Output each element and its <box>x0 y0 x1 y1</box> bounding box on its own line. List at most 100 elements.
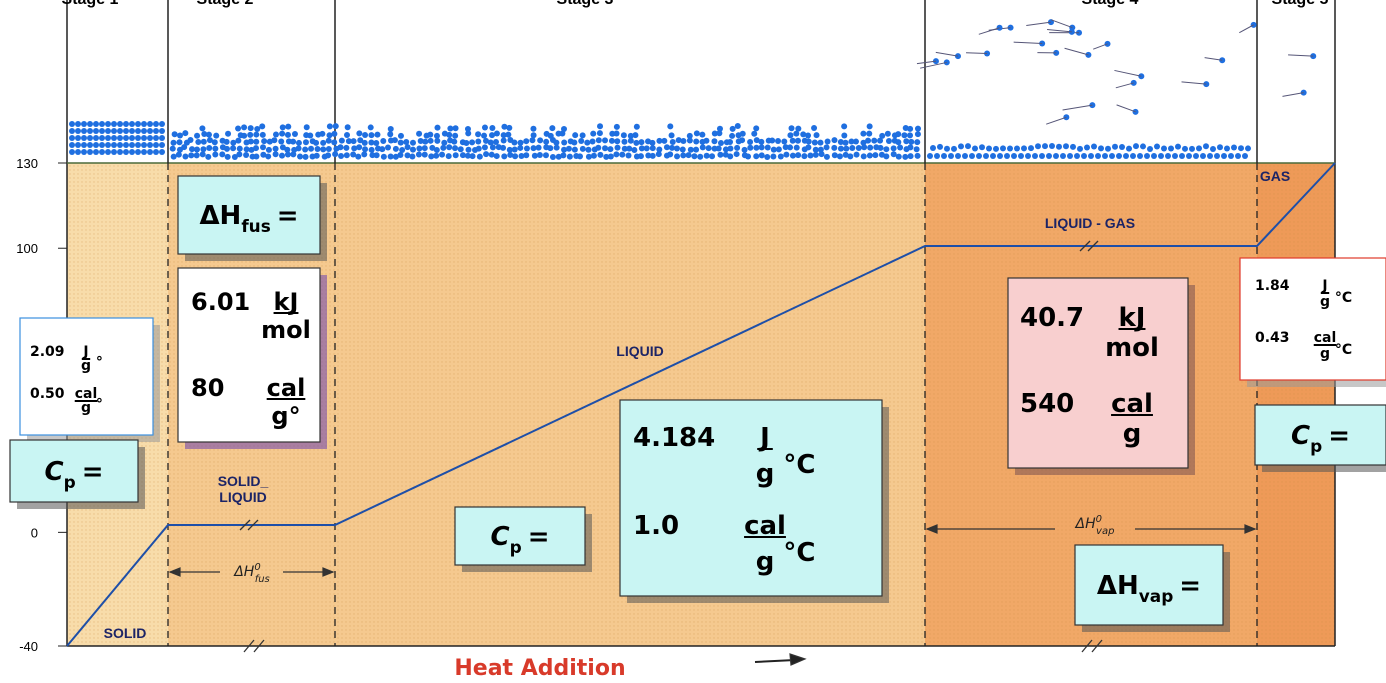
particle-trail <box>1093 44 1107 49</box>
particle <box>532 153 538 159</box>
particle-trail <box>1063 105 1093 110</box>
particle <box>81 128 87 134</box>
particle <box>986 145 992 151</box>
unit: °C <box>783 538 815 568</box>
particle <box>1231 145 1237 151</box>
particle <box>380 138 386 144</box>
particle <box>1228 153 1234 159</box>
particle <box>99 135 105 141</box>
particle <box>969 153 975 159</box>
particle <box>706 145 712 151</box>
particle <box>686 152 692 158</box>
particle <box>69 142 75 148</box>
particle <box>1238 145 1244 151</box>
particle <box>717 152 723 158</box>
particle <box>993 146 999 152</box>
particle <box>261 138 267 144</box>
particle <box>247 132 253 138</box>
particle <box>237 146 243 152</box>
particle <box>369 147 375 153</box>
particle <box>1147 146 1153 152</box>
particle <box>69 135 75 141</box>
particle <box>847 153 853 159</box>
particle <box>230 145 236 151</box>
particle <box>483 151 489 157</box>
particle <box>1126 146 1132 152</box>
particle <box>194 152 200 158</box>
particle <box>273 151 279 157</box>
particle <box>783 152 789 158</box>
symbol: ΔH <box>1097 571 1139 601</box>
particle <box>531 132 537 138</box>
symbol: ΔH <box>199 201 241 231</box>
particle <box>699 132 705 138</box>
unit-denominator: g <box>1123 419 1142 449</box>
phase-label: LIQUID - GAS <box>1045 215 1135 231</box>
particle <box>1151 153 1157 159</box>
particle <box>734 151 740 157</box>
particle <box>241 133 247 139</box>
particle <box>129 121 135 127</box>
particle <box>948 153 954 159</box>
particle <box>751 131 757 137</box>
particle <box>607 146 613 152</box>
particle <box>778 154 784 160</box>
particle <box>441 140 447 146</box>
particle <box>609 138 615 144</box>
particle <box>897 145 903 151</box>
stage-label: Stage 3 <box>557 0 614 8</box>
symbol: ΔH <box>1075 516 1097 532</box>
particle <box>577 153 583 159</box>
particle <box>285 132 291 138</box>
particle-trail <box>1051 20 1072 28</box>
particle <box>934 153 940 159</box>
particle <box>333 123 339 129</box>
particle <box>547 145 553 151</box>
particle <box>1217 144 1223 150</box>
particle <box>1102 153 1108 159</box>
particle <box>703 138 709 144</box>
particle <box>278 139 284 145</box>
particle <box>742 147 748 153</box>
particle <box>129 142 135 148</box>
particle-trail <box>1282 93 1303 97</box>
particle <box>709 153 715 159</box>
unit: °C <box>1335 290 1352 306</box>
particle <box>260 132 266 138</box>
particle <box>1060 153 1066 159</box>
particle <box>99 142 105 148</box>
unit-denominator: mol <box>261 316 311 344</box>
particle <box>1196 145 1202 151</box>
particle <box>475 139 481 145</box>
particle <box>494 153 500 159</box>
particle <box>87 121 93 127</box>
particle <box>735 123 741 129</box>
particle <box>117 142 123 148</box>
particle <box>427 132 433 138</box>
particle <box>914 146 920 152</box>
particle <box>235 138 241 144</box>
particle <box>1203 143 1209 149</box>
particle <box>493 139 499 145</box>
particle <box>434 147 440 153</box>
particle <box>292 131 298 137</box>
particle <box>393 146 399 152</box>
particle <box>373 140 379 146</box>
particle <box>927 153 933 159</box>
particle <box>1193 153 1199 159</box>
particle <box>296 140 302 146</box>
particle <box>410 140 416 146</box>
particle <box>908 153 914 159</box>
particle <box>153 121 159 127</box>
particle <box>1070 144 1076 150</box>
particle <box>194 133 200 139</box>
particle <box>1053 153 1059 159</box>
particle <box>343 145 349 151</box>
particle <box>883 153 889 159</box>
particle <box>482 124 488 130</box>
particle <box>1144 153 1150 159</box>
particle <box>212 146 218 152</box>
particle <box>422 145 428 151</box>
unit-denominator: g <box>756 547 775 577</box>
particle <box>307 133 313 139</box>
